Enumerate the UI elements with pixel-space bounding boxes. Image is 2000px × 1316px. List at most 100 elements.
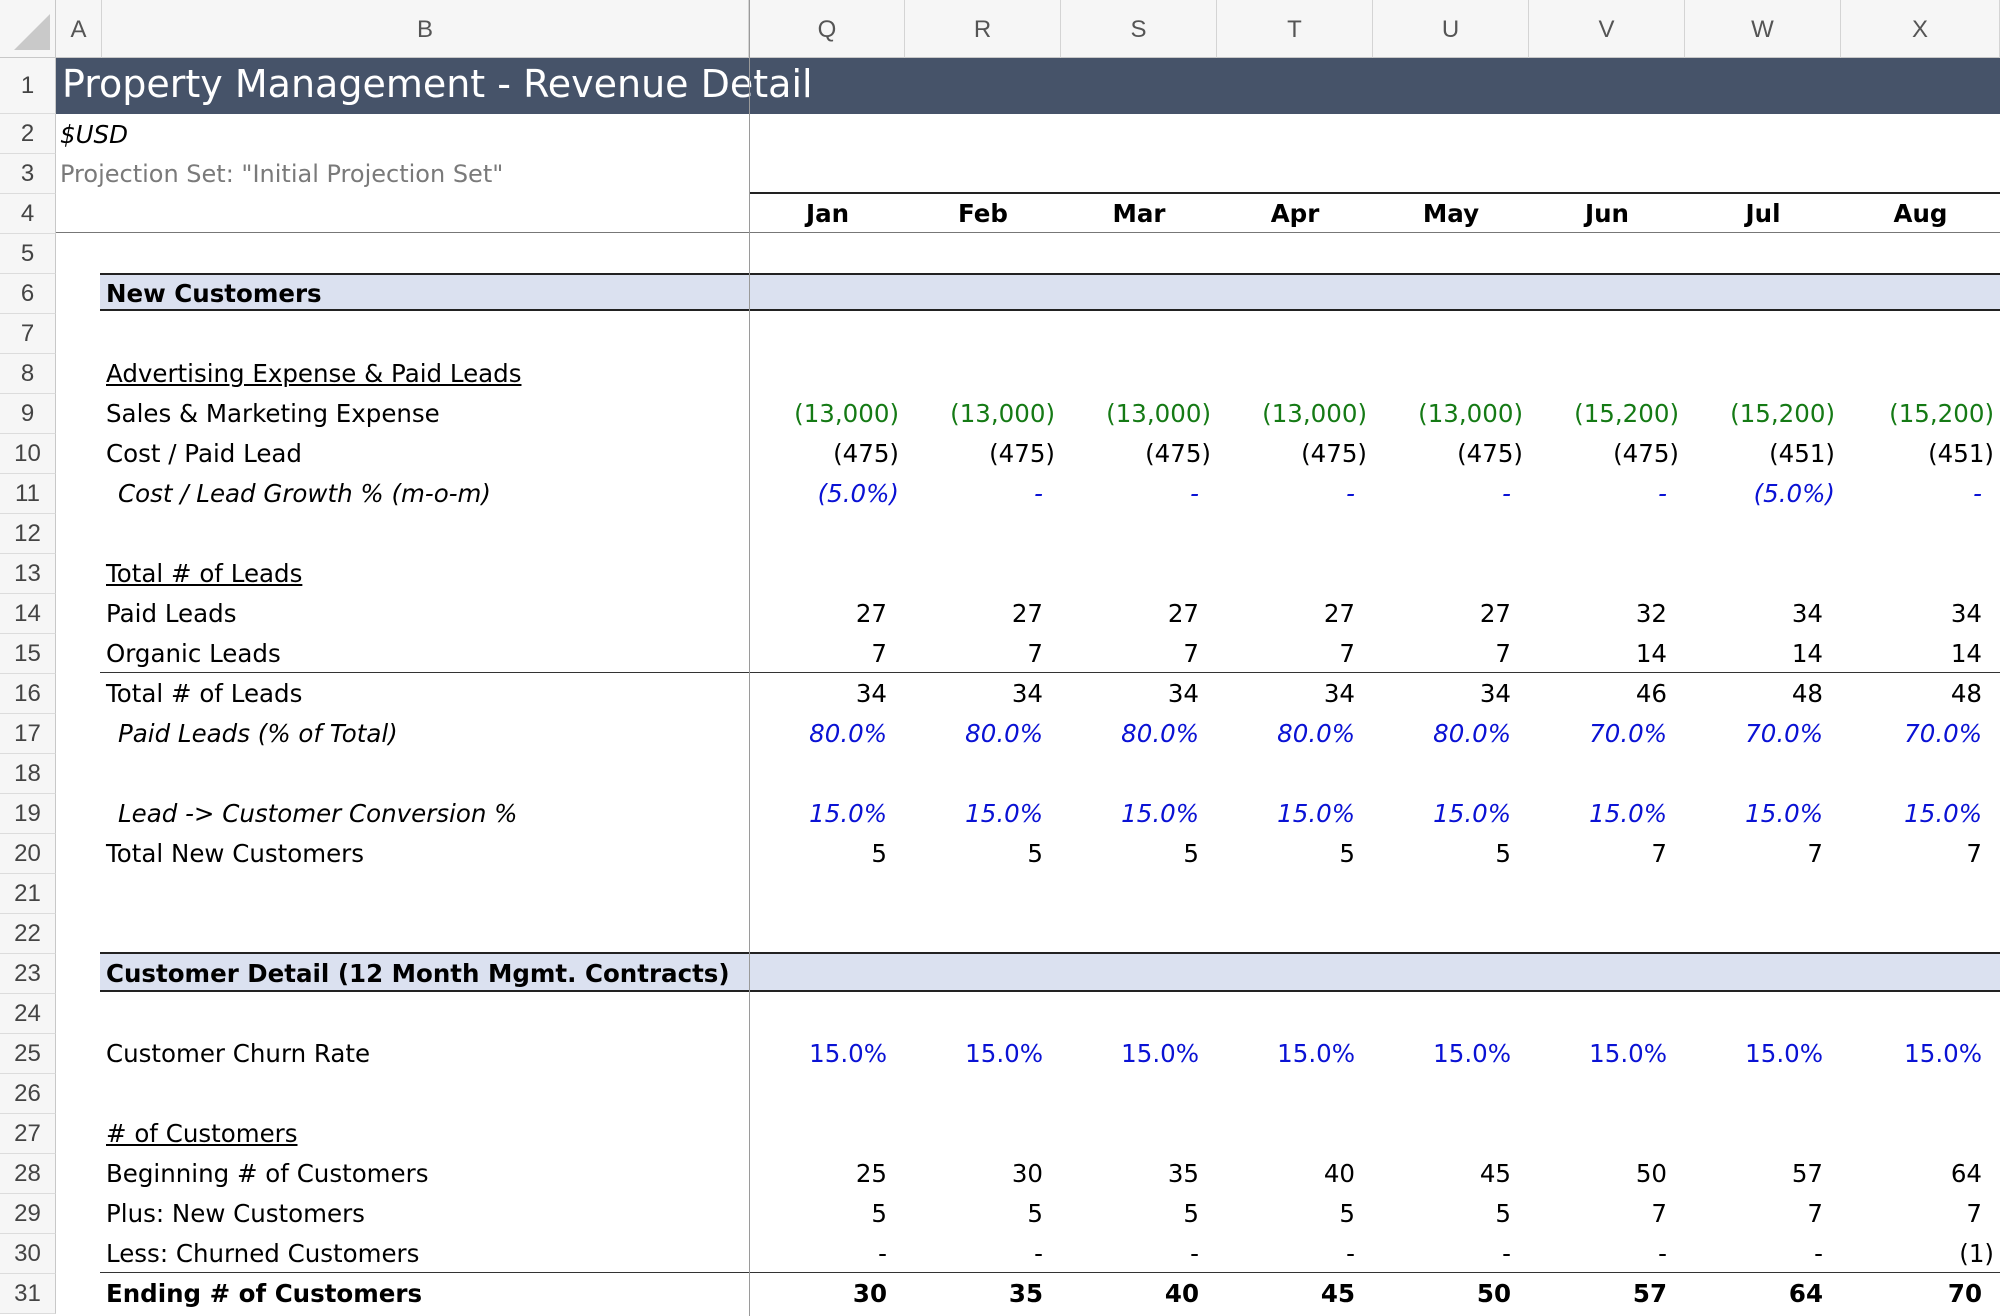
- label-paid-leads-pct[interactable]: Paid Leads (% of Total): [118, 719, 398, 748]
- value-cell-cost-lead-growth[interactable]: -: [1034, 479, 1043, 508]
- value-cell-total-leads[interactable]: 48: [1950, 679, 1982, 708]
- value-cell-less-churned[interactable]: (1): [1959, 1239, 1994, 1268]
- value-cell-total-leads[interactable]: 34: [1167, 679, 1199, 708]
- row-header[interactable]: 5: [0, 234, 56, 274]
- label-churn-rate[interactable]: Customer Churn Rate: [106, 1039, 371, 1068]
- row-header[interactable]: 7: [0, 314, 56, 354]
- value-cell-total-leads[interactable]: 48: [1791, 679, 1823, 708]
- row-header[interactable]: 4: [0, 194, 56, 234]
- value-cell-paid-leads[interactable]: 27: [1011, 599, 1043, 628]
- value-cell-total-new-customers[interactable]: 5: [1495, 839, 1511, 868]
- value-cell-sales-marketing[interactable]: (13,000): [1418, 399, 1523, 428]
- month-header[interactable]: Apr: [1270, 199, 1320, 228]
- value-cell-churn-rate[interactable]: 15.0%: [1121, 1039, 1199, 1068]
- row-header[interactable]: 23: [0, 954, 56, 994]
- row-header[interactable]: 9: [0, 394, 56, 434]
- row-header[interactable]: 11: [0, 474, 56, 514]
- value-cell-organic-leads[interactable]: 7: [1027, 639, 1043, 668]
- value-cell-beginning-customers[interactable]: 45: [1479, 1159, 1511, 1188]
- value-cell-cost-lead-growth[interactable]: (5.0%): [1753, 479, 1835, 508]
- row-header[interactable]: 27: [0, 1114, 56, 1154]
- value-cell-ending-customers[interactable]: 70: [1947, 1279, 1982, 1308]
- label-plus-new-customers[interactable]: Plus: New Customers: [106, 1199, 365, 1228]
- value-cell-sales-marketing[interactable]: (13,000): [1106, 399, 1211, 428]
- value-cell-cost-lead-growth[interactable]: -: [1973, 479, 1982, 508]
- row-header[interactable]: 19: [0, 794, 56, 834]
- value-cell-sales-marketing[interactable]: (15,200): [1574, 399, 1679, 428]
- value-cell-total-new-customers[interactable]: 7: [1807, 839, 1823, 868]
- row-header[interactable]: 8: [0, 354, 56, 394]
- value-cell-organic-leads[interactable]: 7: [1339, 639, 1355, 668]
- label-total-leads[interactable]: Total # of Leads: [106, 679, 303, 708]
- row-header[interactable]: 13: [0, 554, 56, 594]
- row-header[interactable]: 12: [0, 514, 56, 554]
- row-header[interactable]: 10: [0, 434, 56, 474]
- value-cell-beginning-customers[interactable]: 64: [1950, 1159, 1982, 1188]
- value-cell-paid-leads-pct[interactable]: 70.0%: [1589, 719, 1667, 748]
- value-cell-cost-lead-growth[interactable]: (5.0%): [817, 479, 899, 508]
- column-header[interactable]: X: [1841, 0, 2000, 58]
- column-header[interactable]: B: [102, 0, 749, 58]
- value-cell-plus-new[interactable]: 7: [1807, 1199, 1823, 1228]
- row-header[interactable]: 26: [0, 1074, 56, 1114]
- value-cell-total-leads[interactable]: 34: [1011, 679, 1043, 708]
- value-cell-cost-paid-lead[interactable]: (475): [1145, 439, 1211, 468]
- value-cell-plus-new[interactable]: 5: [1183, 1199, 1199, 1228]
- value-cell-less-churned[interactable]: -: [1658, 1239, 1667, 1268]
- value-cell-cost-paid-lead[interactable]: (451): [1928, 439, 1994, 468]
- value-cell-plus-new[interactable]: 5: [1495, 1199, 1511, 1228]
- column-header[interactable]: V: [1529, 0, 1685, 58]
- value-cell-sales-marketing[interactable]: (15,200): [1730, 399, 1835, 428]
- value-cell-total-new-customers[interactable]: 7: [1966, 839, 1982, 868]
- value-cell-organic-leads[interactable]: 14: [1635, 639, 1667, 668]
- select-all-corner[interactable]: [0, 0, 56, 58]
- column-header[interactable]: U: [1373, 0, 1529, 58]
- value-cell-conversion[interactable]: 15.0%: [1433, 799, 1511, 828]
- month-header[interactable]: Jun: [1585, 199, 1629, 228]
- label-cost-lead-growth[interactable]: Cost / Lead Growth % (m-o-m): [118, 479, 491, 508]
- row-header[interactable]: 31: [0, 1274, 56, 1314]
- value-cell-beginning-customers[interactable]: 35: [1167, 1159, 1199, 1188]
- value-cell-total-new-customers[interactable]: 5: [871, 839, 887, 868]
- value-cell-churn-rate[interactable]: 15.0%: [1433, 1039, 1511, 1068]
- row-header[interactable]: 29: [0, 1194, 56, 1234]
- value-cell-conversion[interactable]: 15.0%: [1904, 799, 1982, 828]
- value-cell-churn-rate[interactable]: 15.0%: [1904, 1039, 1982, 1068]
- value-cell-paid-leads[interactable]: 27: [1323, 599, 1355, 628]
- value-cell-organic-leads[interactable]: 14: [1950, 639, 1982, 668]
- column-header[interactable]: A: [56, 0, 102, 58]
- value-cell-paid-leads[interactable]: 34: [1791, 599, 1823, 628]
- label-organic-leads[interactable]: Organic Leads: [106, 639, 281, 668]
- value-cell-paid-leads-pct[interactable]: 70.0%: [1745, 719, 1823, 748]
- value-cell-paid-leads-pct[interactable]: 80.0%: [1433, 719, 1511, 748]
- section-title-new-customers[interactable]: New Customers: [106, 279, 322, 308]
- value-cell-total-leads[interactable]: 46: [1635, 679, 1667, 708]
- projection-set-label[interactable]: Projection Set: "Initial Projection Set": [60, 160, 504, 188]
- value-cell-less-churned[interactable]: -: [878, 1239, 887, 1268]
- value-cell-conversion[interactable]: 15.0%: [1277, 799, 1355, 828]
- value-cell-cost-paid-lead[interactable]: (451): [1769, 439, 1835, 468]
- label-less-churned[interactable]: Less: Churned Customers: [106, 1239, 420, 1268]
- label-total-leads-header[interactable]: Total # of Leads: [106, 559, 303, 588]
- row-header[interactable]: 2: [0, 114, 56, 154]
- value-cell-plus-new[interactable]: 5: [1027, 1199, 1043, 1228]
- row-header[interactable]: 6: [0, 274, 56, 314]
- value-cell-ending-customers[interactable]: 64: [1788, 1279, 1823, 1308]
- value-cell-less-churned[interactable]: -: [1034, 1239, 1043, 1268]
- value-cell-less-churned[interactable]: -: [1190, 1239, 1199, 1268]
- value-cell-ending-customers[interactable]: 35: [1008, 1279, 1043, 1308]
- value-cell-beginning-customers[interactable]: 25: [855, 1159, 887, 1188]
- value-cell-total-leads[interactable]: 34: [855, 679, 887, 708]
- row-header[interactable]: 30: [0, 1234, 56, 1274]
- value-cell-churn-rate[interactable]: 15.0%: [1745, 1039, 1823, 1068]
- row-header[interactable]: 28: [0, 1154, 56, 1194]
- value-cell-churn-rate[interactable]: 15.0%: [965, 1039, 1043, 1068]
- value-cell-ending-customers[interactable]: 45: [1320, 1279, 1355, 1308]
- value-cell-paid-leads[interactable]: 27: [1167, 599, 1199, 628]
- label-paid-leads[interactable]: Paid Leads: [106, 599, 237, 628]
- month-header[interactable]: Jan: [805, 199, 850, 228]
- value-cell-paid-leads-pct[interactable]: 80.0%: [1277, 719, 1355, 748]
- label-cost-paid-lead[interactable]: Cost / Paid Lead: [106, 439, 302, 468]
- row-header[interactable]: 24: [0, 994, 56, 1034]
- value-cell-total-leads[interactable]: 34: [1323, 679, 1355, 708]
